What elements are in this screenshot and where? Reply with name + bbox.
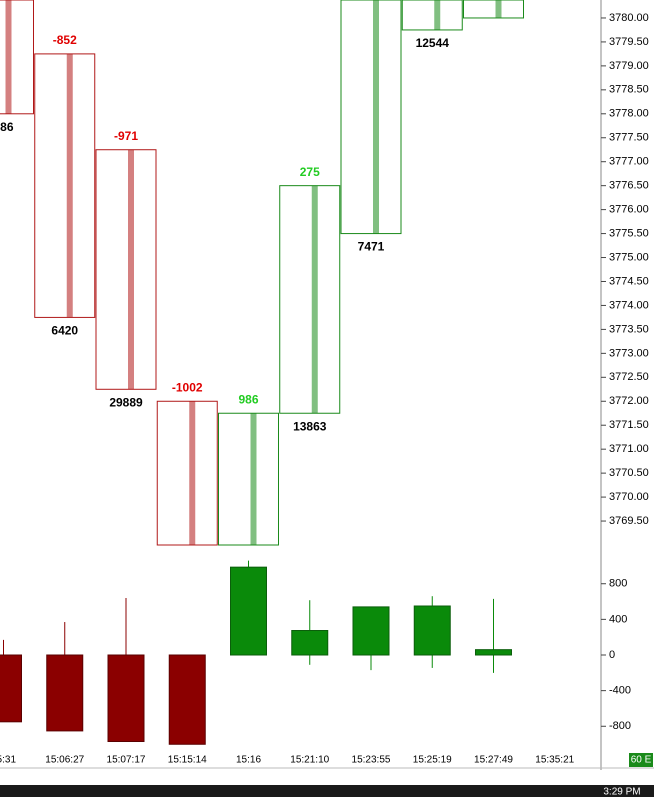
x-tick-label: 15:15:14: [168, 755, 207, 766]
footprint-box: [340, 0, 402, 235]
footprint-strip: [189, 401, 196, 545]
y-tick-label: 3778.00: [609, 108, 649, 120]
y-tick-label: 3777.00: [609, 156, 649, 168]
y-tick-label: 3771.00: [609, 443, 649, 455]
y-tick-label: -400: [609, 685, 631, 697]
y-tick-label: 3774.50: [609, 275, 649, 287]
clock: 3:29 PM: [603, 787, 640, 797]
footprint-strip: [5, 0, 12, 114]
volume-label: 12544: [416, 36, 450, 50]
footprint-box: [0, 0, 34, 115]
y-tick-label: 0: [609, 649, 615, 661]
volume-label: 13863: [293, 419, 327, 433]
x-tick-label: 15:35:21: [535, 755, 574, 766]
volume-label: 6420: [51, 324, 78, 338]
volume-label: 29889: [109, 395, 143, 409]
footprint-box: [463, 0, 524, 19]
x-tick-label: 15:27:49: [474, 755, 513, 766]
y-tick-label: 3780.00: [609, 12, 649, 24]
y-tick-label: 3773.00: [609, 347, 649, 359]
delta-bar: [107, 654, 145, 743]
delta-label: 275: [300, 165, 320, 179]
footprint-box: [34, 53, 96, 318]
y-tick-label: 3772.00: [609, 395, 649, 407]
delta-label: -971: [114, 129, 138, 143]
y-tick-label: 3775.00: [609, 251, 649, 263]
volume-label: 986: [0, 120, 14, 134]
x-tick-label: 15:16: [236, 755, 261, 766]
delta-bar: [291, 630, 329, 656]
footprint-strip: [434, 0, 441, 30]
y-tick-label: 3774.00: [609, 299, 649, 311]
x-tick-label: 05:31: [0, 755, 16, 766]
footprint-strip: [250, 413, 257, 545]
y-tick-label: 3779.00: [609, 60, 649, 72]
y-tick-label: 3773.50: [609, 323, 649, 335]
y-tick-label: 3772.50: [609, 371, 649, 383]
footprint-box: [401, 0, 463, 31]
footprint-box: [218, 412, 279, 546]
x-tick-label: 15:07:17: [107, 755, 146, 766]
y-tick-label: -800: [609, 720, 631, 732]
footprint-strip: [373, 0, 379, 234]
footprint-strip: [128, 149, 134, 390]
y-tick-label: 3771.50: [609, 419, 649, 431]
x-tick-label: 15:06:27: [45, 755, 84, 766]
y-tick-label: 3770.00: [609, 491, 649, 503]
delta-label: 986: [238, 392, 258, 406]
volume-label: 7471: [358, 240, 385, 254]
y-tick-label: 3770.50: [609, 467, 649, 479]
footprint-strip: [311, 185, 318, 414]
y-tick-label: 3776.50: [609, 180, 649, 192]
badge-bg: [629, 753, 653, 767]
delta-bar: [352, 606, 390, 656]
footprint-box: [156, 400, 218, 546]
y-tick-label: 400: [609, 613, 627, 625]
x-tick-label: 15:21:10: [290, 755, 329, 766]
footprint-box: [279, 185, 341, 414]
y-tick-label: 3776.00: [609, 204, 649, 216]
y-tick-label: 3775.50: [609, 227, 649, 239]
status-bar: [0, 785, 654, 797]
delta-label: -852: [53, 33, 77, 47]
x-tick-label: 15:25:19: [413, 755, 452, 766]
delta-bar: [475, 649, 512, 656]
delta-bar: [46, 654, 84, 732]
x-tick-label: 15:23:55: [352, 755, 391, 766]
footprint-strip: [66, 53, 73, 318]
footprint-strip: [495, 0, 502, 18]
y-tick-label: 3777.50: [609, 132, 649, 144]
badge: 60 E: [631, 755, 652, 766]
delta-label: -1002: [172, 380, 203, 394]
delta-bar: [413, 605, 451, 656]
y-tick-label: 3778.50: [609, 84, 649, 96]
footprint-box: [95, 149, 157, 390]
delta-bar: [0, 654, 22, 723]
delta-bar: [230, 566, 267, 656]
y-tick-label: 3779.50: [609, 36, 649, 48]
y-tick-label: 3769.50: [609, 515, 649, 527]
delta-bar: [168, 654, 206, 745]
y-tick-label: 800: [609, 578, 627, 590]
